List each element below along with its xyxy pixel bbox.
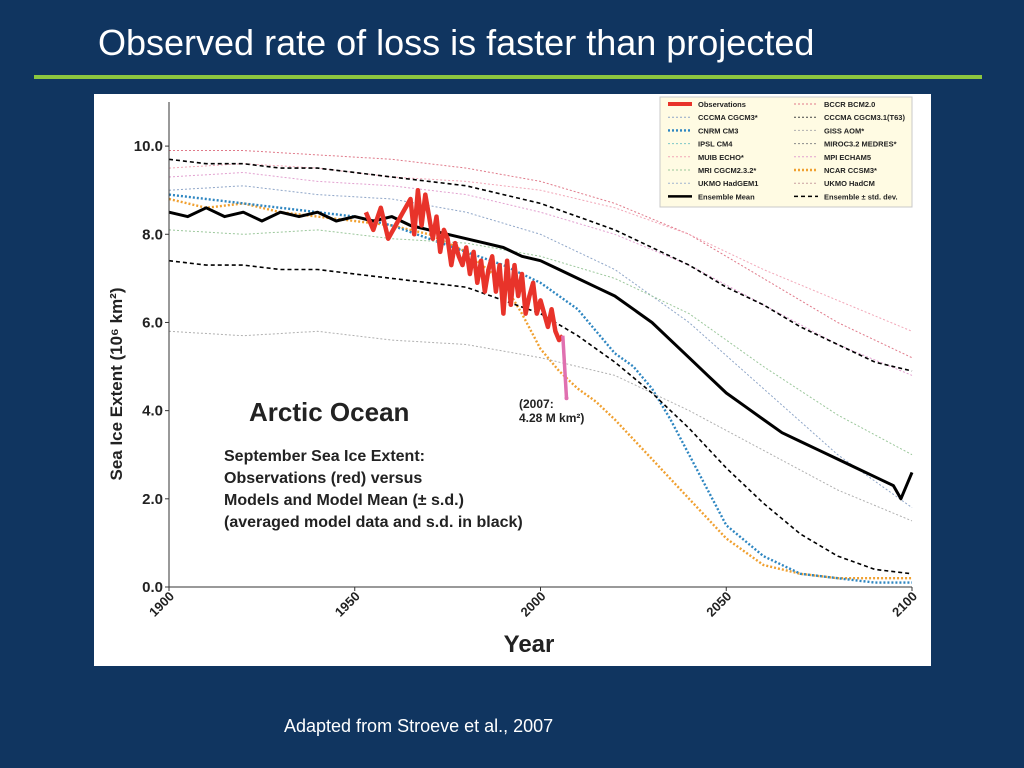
y-tick-label: 6.0 bbox=[142, 314, 163, 331]
x-tick-label: 2100 bbox=[889, 589, 920, 620]
y-tick-label: 2.0 bbox=[142, 491, 163, 508]
figure-panel: 0.0 2.0 4.0 6.0 8.0 10.0 1900 1950 2000 2050 2100 … bbox=[94, 94, 931, 666]
y-tick-label: 0.0 bbox=[142, 579, 163, 596]
title-divider bbox=[34, 75, 982, 79]
legend-label-cccma-cgcm3: CCCMA CGCM3* bbox=[698, 113, 758, 122]
annotation-layer: Arctic Ocean September Sea Ice Extent: O… bbox=[224, 397, 584, 531]
x-tick-label: 1950 bbox=[332, 589, 363, 620]
legend-label-observations: Observations bbox=[698, 100, 746, 109]
legend-label-cccma-cgcm3-1-t63: CCCMA CGCM3.1(T63) bbox=[824, 113, 905, 122]
y-tick-label: 4.0 bbox=[142, 403, 163, 420]
chart-subtitle-line-2: Observations (red) versus bbox=[224, 470, 422, 487]
x-tick-label: 2050 bbox=[703, 589, 734, 620]
source-credit: Adapted from Stroeve et al., 2007 bbox=[284, 716, 553, 737]
legend-label-ensemble-std-dev: Ensemble ± std. dev. bbox=[824, 192, 898, 201]
legend-layer: Observations BCCR BCM2.0 CCCMA CGCM3* CCCMA… bbox=[660, 97, 912, 207]
slide-title: Observed rate of loss is faster than pro… bbox=[98, 22, 814, 64]
chart-subtitle-line-3: Models and Model Mean (± s.d.) bbox=[224, 492, 464, 509]
chart-title: Arctic Ocean bbox=[249, 397, 409, 427]
legend-label-ukmo-hadgem1: UKMO HadGEM1 bbox=[698, 179, 758, 188]
x-axis-label: Year bbox=[504, 631, 555, 658]
y-tick-label: 10.0 bbox=[134, 138, 163, 155]
chart-subtitle-line-1: September Sea Ice Extent: bbox=[224, 448, 425, 465]
legend-label-mri-cgcm2-3-2: MRI CGCM2.3.2* bbox=[698, 166, 756, 175]
legend-label-muib-echo: MUIB ECHO* bbox=[698, 153, 744, 162]
y-tick-label: 8.0 bbox=[142, 226, 163, 243]
chart-subtitle-line-4: (averaged model data and s.d. in black) bbox=[224, 514, 523, 531]
point-label-line-1: (2007: bbox=[519, 397, 554, 411]
series-observations bbox=[366, 190, 563, 340]
series-observations-2007 bbox=[563, 336, 567, 399]
legend-label-bccr-bcm2-0: BCCR BCM2.0 bbox=[824, 100, 875, 109]
y-axis-label: Sea Ice Extent (10⁶ km²) bbox=[107, 287, 126, 480]
legend-label-ipsl-cm4: IPSL CM4 bbox=[698, 140, 733, 149]
legend-label-mpi-echam5: MPI ECHAM5 bbox=[824, 153, 871, 162]
legend-label-miroc3-2-medres: MIROC3.2 MEDRES* bbox=[824, 140, 897, 149]
legend-label-ncar-ccsm3: NCAR CCSM3* bbox=[824, 166, 877, 175]
x-tick-label: 2000 bbox=[518, 589, 549, 620]
point-2007-marker bbox=[565, 396, 569, 400]
legend-label-ukmo-hadcm: UKMO HadCM bbox=[824, 179, 875, 188]
legend-label-ensemble-mean: Ensemble Mean bbox=[698, 192, 755, 201]
legend-label-cnrm-cm3: CNRM CM3 bbox=[698, 126, 738, 135]
point-label-line-2: 4.28 M km²) bbox=[519, 411, 584, 425]
legend-label-giss-aom: GISS AOM* bbox=[824, 126, 864, 135]
